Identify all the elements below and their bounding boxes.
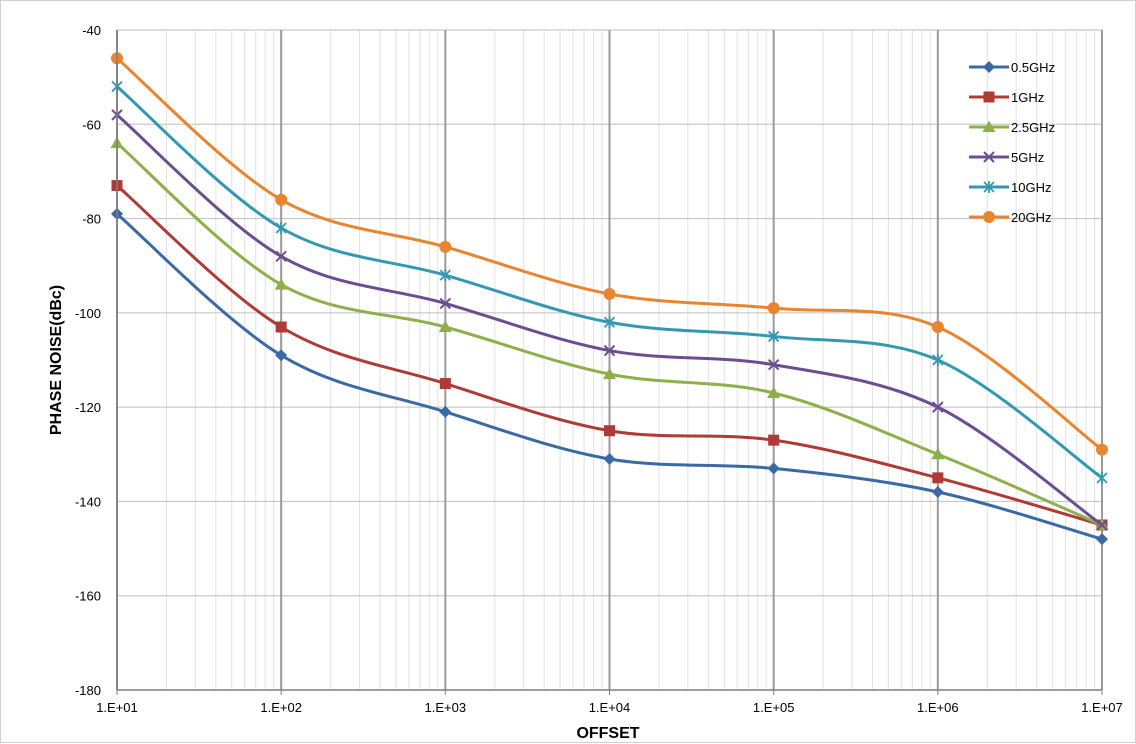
data-point — [767, 302, 780, 315]
data-point — [931, 447, 945, 460]
data-point — [1096, 443, 1108, 456]
data-point — [603, 316, 616, 329]
y-tick-label: -80 — [82, 212, 101, 227]
data-point — [603, 453, 616, 465]
data-point — [439, 405, 452, 418]
x-tick-label: 1.E+04 — [589, 700, 631, 715]
data-point — [768, 330, 780, 343]
axes: -40 -60 -80 -100 -120 -140 -160 -180 1.E+01 1.E+0… — [75, 23, 1123, 715]
legend-label: 20GHz — [1011, 210, 1051, 225]
data-point — [275, 250, 287, 262]
legend-marker — [983, 211, 995, 223]
legend-marker — [983, 91, 995, 103]
legend-label: 1GHz — [1011, 90, 1044, 105]
data-point — [1096, 471, 1108, 484]
grid — [116, 29, 1103, 691]
data-point — [604, 425, 615, 437]
data-point — [275, 321, 287, 333]
legend-label: 5GHz — [1011, 150, 1044, 165]
series-lines — [110, 52, 1109, 546]
data-point — [932, 401, 944, 413]
data-point — [275, 349, 288, 362]
data-point — [767, 359, 780, 371]
data-point — [603, 344, 616, 357]
legend-label: 0.5GHz — [1011, 60, 1055, 75]
series-2.5GHz — [110, 136, 1109, 530]
legend-label: 10GHz — [1011, 180, 1051, 195]
y-tick-label: -160 — [75, 589, 101, 604]
x-tick-label: 1.E+01 — [96, 700, 138, 715]
y-tick-label: -100 — [75, 306, 101, 321]
x-tick-label: 1.E+02 — [260, 700, 302, 715]
series-5GHz — [111, 109, 1108, 531]
data-point — [275, 222, 287, 234]
data-point — [931, 321, 944, 333]
legend-marker — [983, 181, 995, 193]
data-point — [439, 240, 452, 253]
data-point — [1096, 533, 1108, 546]
legend-marker — [983, 151, 995, 163]
data-point — [275, 193, 288, 206]
data-point — [603, 367, 616, 380]
data-point — [603, 288, 616, 300]
legend: 0.5GHz 1GHz 2.5GHz 5GHz 10GHz 20GHz — [969, 60, 1055, 225]
data-point — [932, 472, 944, 484]
data-point — [931, 486, 944, 498]
data-point — [274, 278, 288, 290]
series-10GHz — [111, 80, 1108, 484]
y-tick-label: -40 — [82, 23, 101, 38]
data-point — [439, 378, 451, 390]
legend-label: 2.5GHz — [1011, 120, 1055, 135]
legend-marker — [982, 120, 996, 132]
y-tick-label: -180 — [75, 683, 101, 698]
data-point — [767, 386, 781, 398]
data-point — [439, 297, 452, 310]
data-point — [439, 269, 451, 282]
data-point — [932, 354, 944, 366]
y-tick-label: -120 — [75, 400, 101, 415]
x-tick-label: 1.E+05 — [753, 700, 795, 715]
x-tick-label: 1.E+03 — [425, 700, 467, 715]
data-point — [767, 462, 780, 475]
series-20GHz — [111, 52, 1108, 456]
x-axis-title: OFFSET — [576, 725, 639, 742]
y-tick-label: -60 — [82, 117, 101, 132]
legend-marker — [983, 61, 995, 73]
x-tick-label: 1.E+07 — [1081, 700, 1123, 715]
data-point — [1096, 519, 1108, 531]
x-tick-label: 1.E+06 — [917, 700, 959, 715]
y-axis-title: PHASE NOISE(dBc) — [48, 285, 65, 435]
data-point — [438, 320, 452, 332]
y-tick-label: -140 — [75, 494, 101, 509]
data-point — [768, 434, 780, 446]
